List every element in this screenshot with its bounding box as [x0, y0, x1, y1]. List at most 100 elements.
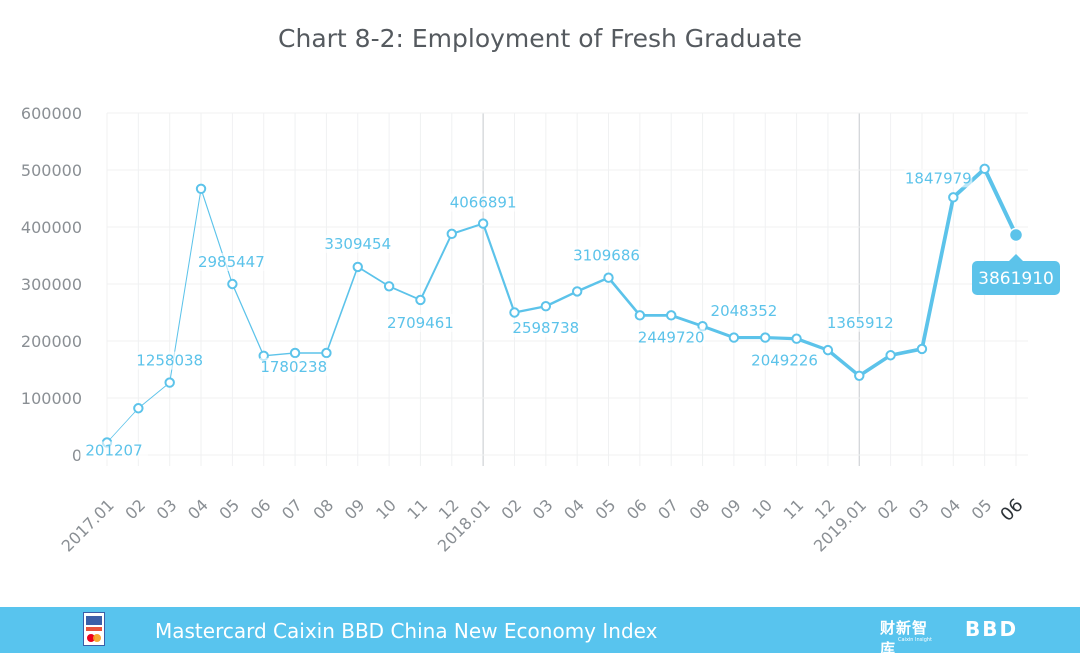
- data-label-background: [826, 313, 895, 332]
- data-point: [634, 310, 646, 321]
- x-tick-label: 09: [717, 495, 745, 523]
- x-tick-label: 07: [654, 495, 682, 523]
- series-line-segment: [513, 305, 547, 314]
- x-tick-label: 02: [497, 495, 525, 523]
- y-tick-label: 600000: [21, 104, 82, 123]
- series-line-segment: [388, 285, 422, 301]
- x-tick-label: 11: [780, 495, 808, 523]
- nei-logo-icon: [83, 612, 105, 646]
- x-tick-label: 03: [153, 495, 181, 523]
- x-tick-label: 06: [247, 495, 275, 523]
- x-tick-label: 04: [560, 495, 588, 523]
- data-label-background: [904, 169, 973, 188]
- series-line-segment: [482, 222, 516, 314]
- x-tick-label: 10: [372, 495, 400, 523]
- chart-title: Chart 8-2: Employment of Fresh Graduate: [278, 24, 802, 53]
- series-line-segment: [607, 276, 642, 317]
- data-point: [446, 228, 457, 240]
- y-tick-label: 0: [72, 446, 82, 465]
- y-tick-label: 400000: [21, 218, 82, 237]
- data-point: [477, 218, 489, 229]
- series-line-segment: [575, 276, 610, 293]
- data-label: 2985447: [198, 253, 265, 271]
- data-point: [195, 183, 207, 195]
- x-tick-label: 08: [686, 495, 714, 523]
- x-tick-label: 08: [309, 495, 337, 523]
- series-line-segment: [888, 347, 924, 358]
- data-point: [603, 272, 614, 283]
- data-point: [666, 310, 677, 321]
- data-label-background: [572, 246, 641, 265]
- y-tick-label: 100000: [21, 389, 82, 408]
- data-label-background: [449, 193, 518, 212]
- x-tick-label: 02: [121, 495, 149, 523]
- x-tick-label: 2017.01: [58, 495, 118, 555]
- callout-pointer: [1009, 253, 1023, 261]
- x-tick-label: 03: [529, 495, 557, 523]
- data-label-background: [259, 357, 328, 376]
- series-line-segment: [982, 166, 1018, 237]
- series-line-segment: [137, 382, 171, 409]
- x-tick-label: 05: [592, 495, 620, 523]
- callout-box: [972, 260, 1060, 295]
- data-point: [415, 294, 426, 306]
- data-label-background: [135, 351, 204, 370]
- data-point: [791, 333, 802, 344]
- series-line-segment: [544, 290, 579, 308]
- x-tick-label: 05: [215, 495, 243, 523]
- data-label-background: [197, 253, 266, 271]
- series-line-segment: [794, 337, 830, 352]
- data-label: 1780238: [260, 358, 327, 376]
- data-label: 2598738: [512, 319, 579, 337]
- series-line-segment: [106, 407, 139, 443]
- x-tick-label: 10: [748, 495, 776, 523]
- x-tick-label: 05: [968, 495, 996, 523]
- data-label-background: [386, 313, 455, 332]
- series-line-segment: [419, 232, 453, 301]
- x-tick-label: 06: [623, 495, 651, 523]
- data-point: [948, 192, 959, 203]
- x-tick-label: 02: [874, 495, 902, 523]
- data-point: [979, 163, 990, 175]
- data-point: [383, 281, 395, 292]
- x-tick-label: 04: [936, 495, 964, 523]
- series-line-segment: [826, 348, 861, 378]
- series-line-segment: [169, 188, 202, 384]
- data-point: [916, 343, 928, 355]
- data-point: [854, 370, 865, 381]
- series-line-segment: [669, 313, 704, 328]
- data-point: [321, 347, 332, 359]
- caixin-logo-subtext: Caixin Insight: [898, 637, 932, 643]
- data-point: [133, 403, 144, 414]
- data-label: 3309454: [324, 235, 391, 253]
- data-label-background: [708, 302, 777, 321]
- data-label: 1258038: [136, 352, 203, 370]
- data-point: [164, 377, 175, 388]
- y-tick-label: 300000: [21, 275, 82, 294]
- footer-title: Mastercard Caixin BBD China New Economy …: [155, 619, 658, 643]
- data-label: 2048352: [711, 302, 778, 320]
- data-point: [509, 307, 520, 318]
- data-label-background: [323, 234, 392, 253]
- x-tick-label: 06: [996, 495, 1027, 526]
- callout-label: 3861910: [978, 269, 1054, 289]
- data-label: 1847979: [905, 169, 972, 187]
- data-point: [540, 301, 552, 312]
- data-point: [822, 344, 834, 356]
- x-tick-label: 04: [184, 495, 212, 523]
- data-point: [352, 261, 363, 273]
- data-point: [885, 350, 896, 361]
- data-label: 2049226: [751, 352, 818, 370]
- x-tick-label: 09: [341, 495, 369, 523]
- bbd-logo: BBD: [965, 617, 1019, 641]
- line-chart: 0 100000 200000 300000 400000 500000 600000 20…: [21, 104, 1060, 556]
- data-label-background: [511, 319, 580, 338]
- series-line-segment: [763, 335, 799, 341]
- series-line-segment: [263, 352, 296, 357]
- series-line-segment: [231, 283, 265, 357]
- y-tick-label: 200000: [21, 332, 82, 351]
- series-points: [101, 163, 1024, 448]
- data-label: 2709461: [387, 314, 454, 332]
- series-line-segment: [356, 266, 390, 288]
